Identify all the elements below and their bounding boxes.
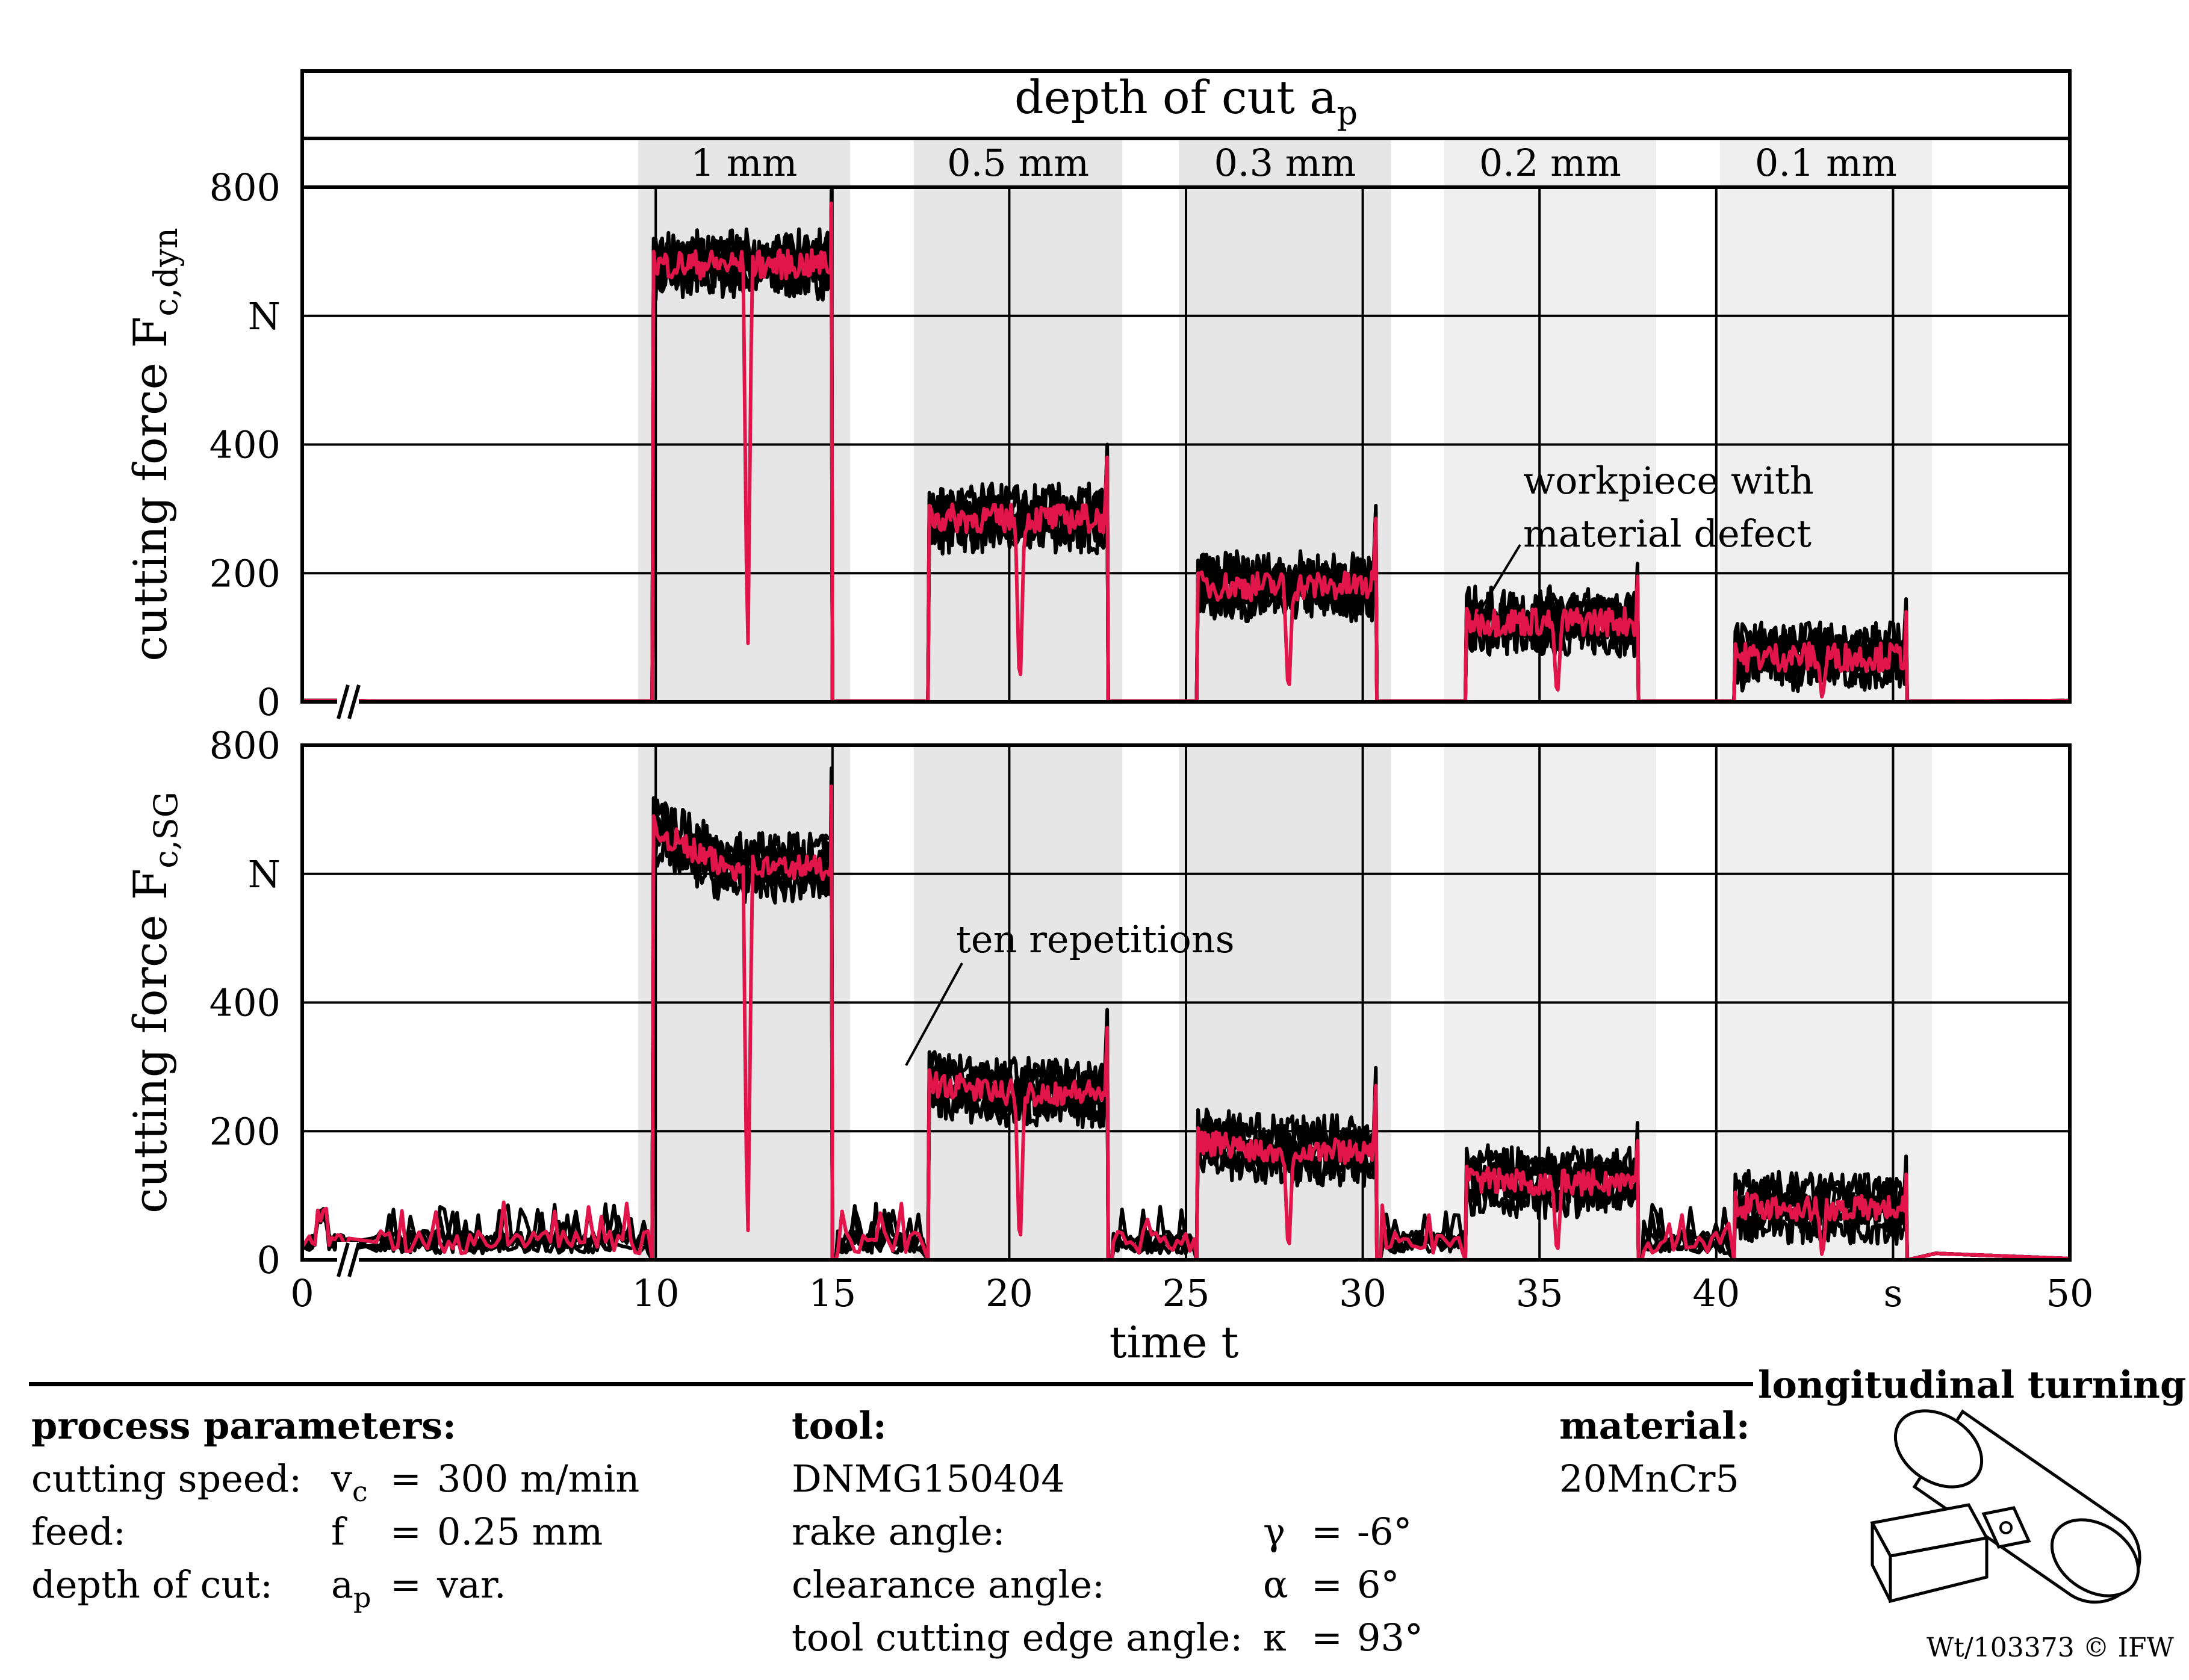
tool-value: 93° (1357, 1616, 1423, 1660)
x-tick-label: 20 (986, 1271, 1033, 1315)
turning-illustration (1870, 1409, 2141, 1604)
x-tick-label: s (1883, 1271, 1902, 1315)
process-value: var. (437, 1563, 506, 1607)
material-heading: material: (1559, 1404, 1750, 1448)
process-eq: = (390, 1457, 421, 1501)
y-axis-title: cutting force Fc,dyn (123, 228, 185, 662)
tool-eq: = (1311, 1563, 1343, 1607)
x-tick-label: 50 (2046, 1271, 2094, 1315)
x-tick-label: 0 (290, 1271, 314, 1315)
x-tick-label: 25 (1163, 1271, 1210, 1315)
tool-value: 6° (1357, 1563, 1400, 1607)
tool-label: rake angle: (792, 1510, 1005, 1554)
band-4 (1719, 138, 1932, 1260)
workpiece-end-face (1893, 1409, 1984, 1489)
tool-symbol: α (1263, 1563, 1288, 1607)
depth-label-1: 0.5 mm (947, 141, 1089, 185)
y-tick-label: 200 (210, 1109, 281, 1153)
insert-screw (1999, 1521, 2013, 1534)
workpiece-end-face (2050, 1518, 2140, 1598)
depth-label-4: 0.1 mm (1755, 141, 1897, 185)
x-tick-label: 40 (1692, 1271, 1740, 1315)
process-symbol: vc (331, 1457, 368, 1508)
x-tick-label: 35 (1516, 1271, 1563, 1315)
process-heading: process parameters: (31, 1404, 456, 1448)
y-tick-label: 0 (257, 1238, 281, 1282)
tool-symbol: γ (1263, 1510, 1286, 1554)
annotation-text: ten repetitions (956, 917, 1235, 961)
process-label: depth of cut: (31, 1563, 273, 1607)
force-traces (300, 188, 2070, 1262)
process-value: 0.25 mm (437, 1510, 603, 1554)
panel-frame-0 (300, 185, 2072, 704)
tool-label: tool cutting edge angle: (792, 1616, 1243, 1660)
band-3 (1444, 138, 1656, 1260)
y-tick-label: 400 (210, 981, 281, 1025)
x-tick-label: 10 (632, 1271, 680, 1315)
axis-break-mark (337, 684, 361, 719)
material-value: 20MnCr5 (1559, 1457, 1739, 1501)
plot-frames (300, 69, 2072, 1278)
y-tick-label: 200 (210, 551, 281, 595)
fsg-defect-trace (300, 784, 2070, 1262)
operation-title: longitudinal turning (1758, 1363, 2187, 1407)
separator-line (29, 1382, 1753, 1386)
chart-title: depth of cut ap (1014, 70, 1358, 132)
panel-frame-1 (300, 743, 2072, 1262)
x-axis-title: time t (1110, 1317, 1239, 1368)
process-value: 300 m/min (437, 1457, 640, 1501)
x-tick-label: 15 (809, 1271, 856, 1315)
y-tick-label: 800 (210, 166, 281, 209)
tool-value: -6° (1357, 1510, 1412, 1554)
annotation-leader (905, 962, 963, 1066)
tool-shank-front (1889, 1536, 1989, 1604)
tool-name: DNMG150404 (792, 1457, 1065, 1501)
annotations: workpiece with material defect ten repetit… (905, 459, 1814, 1066)
process-label: cutting speed: (31, 1457, 302, 1501)
depth-label-0: 1 mm (691, 141, 798, 185)
tool-eq: = (1311, 1510, 1343, 1554)
axis-break-mark (337, 1242, 361, 1277)
y-unit-label: N (248, 294, 281, 338)
tool-label: clearance angle: (792, 1563, 1105, 1607)
chart-labels: depth of cut ap 1 mm 0.5 mm 0.3 mm 0.2 mm 0.1… (123, 70, 2093, 1368)
credit-line: Wt/103373 © IFW (1927, 1632, 2174, 1663)
depth-label-2: 0.3 mm (1214, 141, 1356, 185)
annotation-leader (1477, 544, 1521, 615)
y-tick-label: 400 (210, 423, 281, 467)
y-unit-label: N (248, 852, 281, 896)
process-eq: = (390, 1510, 421, 1554)
tool-eq: = (1311, 1616, 1343, 1660)
tool-heading: tool: (792, 1404, 887, 1448)
process-symbol: ap (331, 1563, 371, 1614)
tool-symbol: κ (1263, 1616, 1287, 1660)
process-eq: = (390, 1563, 421, 1607)
x-tick-label: 30 (1339, 1271, 1386, 1315)
annotation-text: workpiece with (1523, 459, 1814, 503)
y-tick-label: 0 (257, 680, 281, 724)
band-2 (1179, 138, 1391, 1260)
annotation-text: material defect (1523, 512, 1812, 556)
fdyn-defect-trace (302, 201, 2070, 704)
tool-insert (1981, 1506, 2031, 1549)
y-axis-title: cutting force Fc,SG (123, 792, 185, 1214)
depth-bands (300, 138, 2072, 1260)
y-tick-label: 800 (210, 724, 281, 767)
process-symbol: f (331, 1510, 345, 1554)
depth-label-3: 0.2 mm (1479, 141, 1621, 185)
fsg-repetition-trace (302, 766, 2070, 1262)
panel-gap (300, 704, 2072, 743)
process-label: feed: (31, 1510, 126, 1554)
